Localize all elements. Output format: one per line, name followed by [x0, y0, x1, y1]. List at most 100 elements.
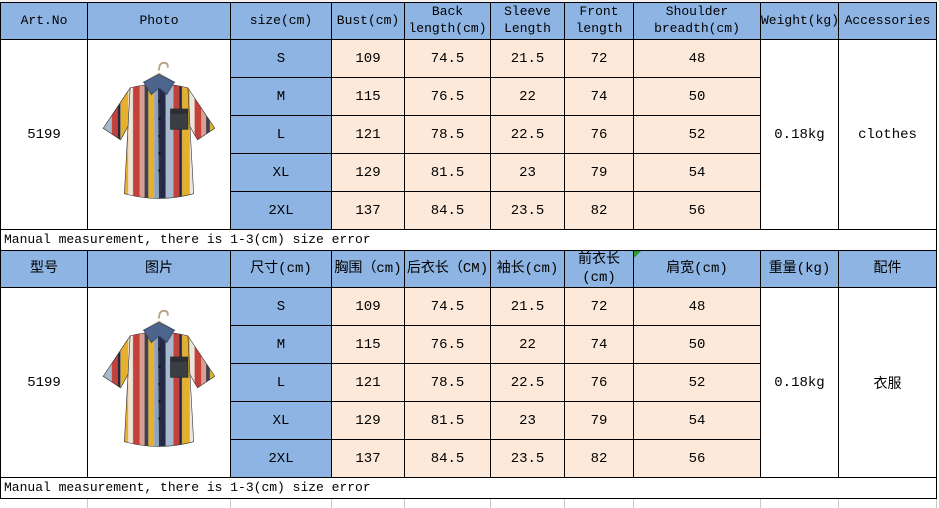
col-header-sleeve-length[interactable]: Sleeve Length	[490, 2, 565, 40]
bust-value[interactable]: 121	[331, 363, 405, 403]
front-length-value[interactable]: 82	[564, 191, 634, 230]
gridline-stub	[633, 499, 634, 508]
sleeve-length-value[interactable]: 23	[490, 401, 565, 441]
sheet-top-margin	[0, 0, 939, 2]
weight-value[interactable]: 0.18kg	[760, 287, 839, 479]
bust-value[interactable]: 115	[331, 325, 405, 365]
size-label[interactable]: L	[230, 115, 332, 154]
col-header-weight[interactable]: Weight(kg)	[760, 2, 839, 40]
size-label[interactable]: S	[230, 287, 332, 327]
front-length-value[interactable]: 76	[564, 115, 634, 154]
col-header-back-length[interactable]: Back length(cm)	[404, 2, 491, 40]
col-header-size-cn[interactable]: 尺寸(cm)	[230, 249, 332, 289]
measurement-note-cn[interactable]: Manual measurement, there is 1-3(cm) siz…	[0, 477, 937, 500]
bust-value[interactable]: 129	[331, 401, 405, 441]
bust-value[interactable]: 129	[331, 153, 405, 192]
sleeve-length-value[interactable]: 22	[490, 77, 565, 116]
shoulder-value[interactable]: 52	[633, 115, 761, 154]
gridline-stub	[760, 499, 761, 508]
shoulder-value[interactable]: 48	[633, 39, 761, 78]
back-length-value[interactable]: 81.5	[404, 153, 491, 192]
size-label[interactable]: 2XL	[230, 191, 332, 230]
back-length-value[interactable]: 74.5	[404, 287, 491, 327]
size-label[interactable]: S	[230, 39, 332, 78]
front-length-value[interactable]: 79	[564, 153, 634, 192]
shoulder-value[interactable]: 52	[633, 363, 761, 403]
back-length-value[interactable]: 76.5	[404, 77, 491, 116]
shoulder-value[interactable]: 50	[633, 77, 761, 116]
shoulder-value[interactable]: 54	[633, 153, 761, 192]
sleeve-length-value[interactable]: 22.5	[490, 363, 565, 403]
col-header-accessories-cn[interactable]: 配件	[838, 249, 937, 289]
bust-value[interactable]: 109	[331, 287, 405, 327]
shoulder-value[interactable]: 50	[633, 325, 761, 365]
col-header-bust-cn[interactable]: 胸围（cm)	[331, 249, 405, 289]
gridline-stub	[564, 499, 565, 508]
front-length-value[interactable]: 74	[564, 77, 634, 116]
back-length-value[interactable]: 78.5	[404, 115, 491, 154]
gridline-stub	[331, 499, 332, 508]
sleeve-length-value[interactable]: 23.5	[490, 439, 565, 479]
table-row: XL 129 81.5 23 79 54	[1, 401, 937, 441]
col-header-accessories[interactable]: Accessories	[838, 2, 937, 40]
sleeve-length-value[interactable]: 22	[490, 325, 565, 365]
art-no-value[interactable]: 5199	[0, 287, 88, 479]
product-photo-cell[interactable]	[87, 287, 231, 479]
back-length-value[interactable]: 76.5	[404, 325, 491, 365]
bust-value[interactable]: 137	[331, 191, 405, 230]
gridline-stub	[87, 499, 88, 508]
back-length-value[interactable]: 78.5	[404, 363, 491, 403]
back-length-value[interactable]: 74.5	[404, 39, 491, 78]
shoulder-value[interactable]: 54	[633, 401, 761, 441]
col-header-size[interactable]: size(cm)	[230, 2, 332, 40]
col-header-front-length-cn[interactable]: 前衣长(cm)	[564, 249, 634, 289]
front-length-value[interactable]: 72	[564, 287, 634, 327]
col-header-back-length-cn[interactable]: 后衣长（CM)	[404, 249, 491, 289]
size-label[interactable]: M	[230, 325, 332, 365]
bust-value[interactable]: 137	[331, 439, 405, 479]
col-header-bust[interactable]: Bust(cm)	[331, 2, 405, 40]
col-header-shoulder[interactable]: Shoulder breadth(cm)	[633, 2, 761, 40]
col-header-shoulder-cn[interactable]: 肩宽(cm)	[633, 249, 761, 289]
bust-value[interactable]: 109	[331, 39, 405, 78]
size-label[interactable]: XL	[230, 153, 332, 192]
back-length-value[interactable]: 84.5	[404, 439, 491, 479]
size-label[interactable]: 2XL	[230, 439, 332, 479]
back-length-value[interactable]: 84.5	[404, 191, 491, 230]
sleeve-length-value[interactable]: 21.5	[490, 287, 565, 327]
front-length-value[interactable]: 76	[564, 363, 634, 403]
size-label[interactable]: M	[230, 77, 332, 116]
sleeve-length-value[interactable]: 21.5	[490, 39, 565, 78]
col-header-model[interactable]: 型号	[0, 249, 88, 289]
col-header-photo[interactable]: Photo	[87, 2, 231, 40]
shoulder-value[interactable]: 56	[633, 439, 761, 479]
col-header-sleeve-length-cn[interactable]: 袖长(cm)	[490, 249, 565, 289]
bust-value[interactable]: 121	[331, 115, 405, 154]
sleeve-length-value[interactable]: 23.5	[490, 191, 565, 230]
shoulder-value[interactable]: 56	[633, 191, 761, 230]
art-no-value[interactable]: 5199	[0, 39, 88, 230]
front-length-value[interactable]: 74	[564, 325, 634, 365]
sleeve-length-value[interactable]: 22.5	[490, 115, 565, 154]
front-length-value[interactable]: 72	[564, 39, 634, 78]
measurement-note-en[interactable]: Manual measurement, there is 1-3(cm) siz…	[0, 229, 937, 251]
accessories-value[interactable]: 衣服	[838, 287, 937, 479]
table-row: 2XL 137 84.5 23.5 82 56	[1, 191, 937, 230]
gridline-stub	[404, 499, 405, 508]
col-header-artno[interactable]: Art.No	[0, 2, 88, 40]
header-row-cn: 型号 图片 尺寸(cm) 胸围（cm) 后衣长（CM) 袖长(cm) 前衣长(c…	[0, 249, 937, 289]
col-header-weight-cn[interactable]: 重量(kg)	[760, 249, 839, 289]
shoulder-value[interactable]: 48	[633, 287, 761, 327]
sleeve-length-value[interactable]: 23	[490, 153, 565, 192]
size-label[interactable]: L	[230, 363, 332, 403]
accessories-value[interactable]: clothes	[838, 39, 937, 230]
col-header-front-length[interactable]: Front length	[564, 2, 634, 40]
front-length-value[interactable]: 82	[564, 439, 634, 479]
weight-value[interactable]: 0.18kg	[760, 39, 839, 230]
size-label[interactable]: XL	[230, 401, 332, 441]
col-header-picture[interactable]: 图片	[87, 249, 231, 289]
front-length-value[interactable]: 79	[564, 401, 634, 441]
back-length-value[interactable]: 81.5	[404, 401, 491, 441]
bust-value[interactable]: 115	[331, 77, 405, 116]
product-photo-cell[interactable]	[87, 39, 231, 230]
